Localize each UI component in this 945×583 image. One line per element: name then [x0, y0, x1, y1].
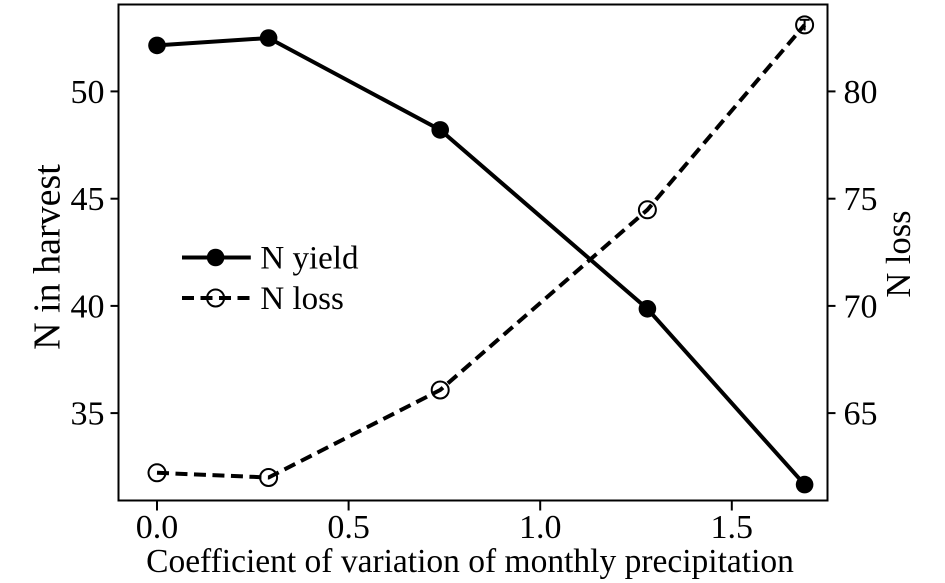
svg-text:50: 50 [71, 74, 105, 111]
svg-text:N in harvest: N in harvest [27, 164, 69, 350]
svg-text:40: 40 [71, 288, 105, 325]
svg-text:0.0: 0.0 [136, 509, 179, 546]
svg-text:35: 35 [71, 396, 105, 433]
svg-text:70: 70 [844, 288, 878, 325]
svg-text:Coefficient of variation of mo: Coefficient of variation of monthly prec… [146, 543, 794, 580]
svg-text:75: 75 [844, 181, 878, 218]
svg-text:65: 65 [844, 396, 878, 433]
svg-text:N loss: N loss [260, 281, 343, 317]
svg-text:45: 45 [71, 181, 105, 218]
svg-text:N loss: N loss [880, 210, 918, 297]
svg-text:0.5: 0.5 [327, 509, 370, 546]
svg-text:80: 80 [844, 74, 878, 111]
svg-text:1.0: 1.0 [519, 509, 562, 546]
svg-text:N yield: N yield [260, 241, 359, 277]
svg-text:1.5: 1.5 [711, 509, 754, 546]
